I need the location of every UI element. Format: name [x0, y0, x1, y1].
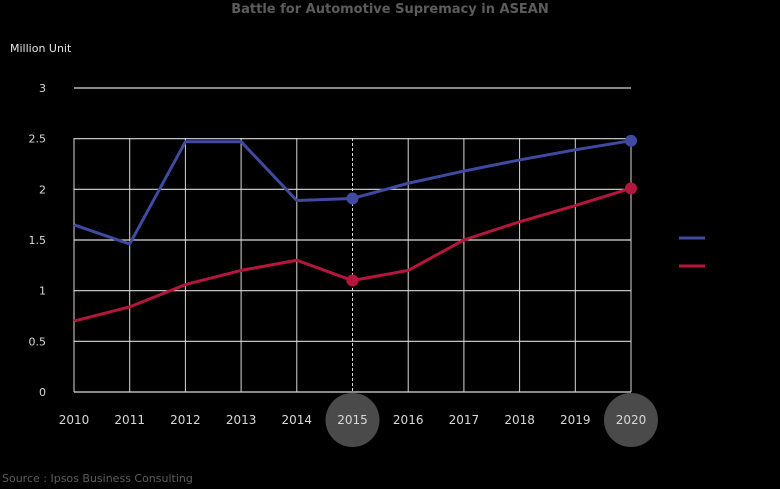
x-tick-label: 2014: [282, 413, 313, 427]
y-tick-label: 1.5: [29, 234, 47, 247]
x-tick-label: 2019: [560, 413, 591, 427]
chart-title: Battle for Automotive Supremacy in ASEAN: [231, 2, 549, 17]
highlight-circle-2015: [325, 393, 380, 447]
x-tick-label: 2020: [616, 413, 647, 427]
x-tick-label: 2012: [170, 413, 201, 427]
x-tick-label: 2017: [449, 413, 480, 427]
y-tick-label: 0: [39, 386, 46, 399]
series-marker: [346, 192, 359, 205]
series-marker: [346, 274, 359, 287]
x-tick-label: 2011: [114, 413, 145, 427]
y-tick-label: 0.5: [29, 335, 47, 348]
y-tick-label: 3: [39, 82, 46, 95]
source-note: Source : Ipsos Business Consulting: [2, 472, 193, 485]
series-marker: [625, 134, 637, 147]
x-tick-label: 2010: [59, 413, 90, 427]
x-tick-label: 2018: [504, 413, 535, 427]
x-tick-label: 2015: [337, 413, 368, 427]
x-tick-label: 2013: [226, 413, 257, 427]
y-tick-label: 1: [39, 285, 46, 298]
x-tick-label: 2016: [393, 413, 424, 427]
series-marker: [625, 182, 637, 195]
y-axis-label: Million Unit: [10, 42, 72, 55]
y-tick-label: 2.5: [29, 133, 47, 146]
highlight-circle-2020: [604, 393, 658, 447]
y-tick-label: 2: [39, 183, 46, 196]
